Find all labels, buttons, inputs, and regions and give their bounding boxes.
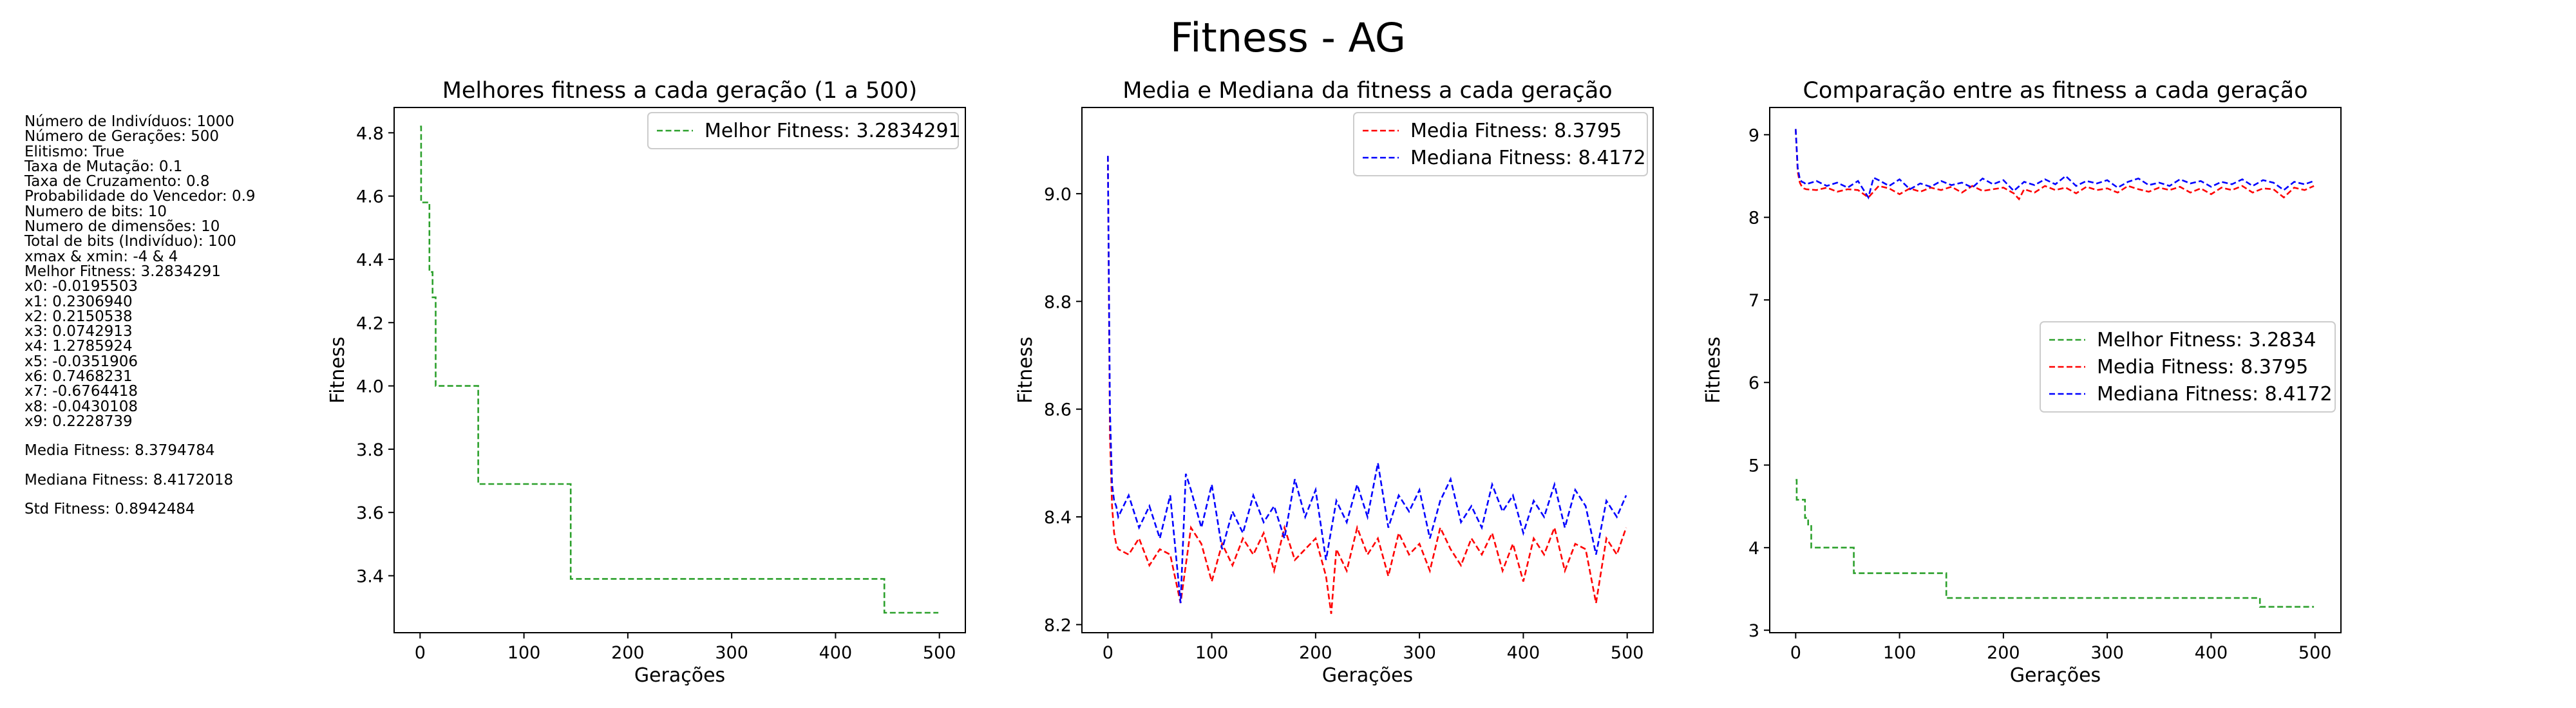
legend-frame [647,112,959,149]
x-tick-label: 500 [2298,643,2332,663]
x-tick-label: 0 [1103,643,1113,663]
legend-entry-melhor: Melhor Fitness: 3.2834291 [705,120,961,142]
chart-title: Media e Mediana da fitness a cada geraçã… [1122,78,1612,104]
x-tick-label: 200 [1299,643,1332,663]
y-axis-label: Fitness [1702,337,1725,404]
y-axis-label: Fitness [1014,337,1037,404]
legend: Melhor Fitness: 3.2834 Media Fitness: 8.3… [2040,321,2336,413]
y-tick-label: 5 [1748,456,1759,476]
info-param-line: Número de Gerações: 500 [24,128,220,145]
y-tick-label: 3 [1748,621,1759,641]
info-stat-line: Mediana Fitness: 8.4172018 [24,471,234,489]
x-tick-label: 100 [507,643,541,663]
chart-title: Comparação entre as fitness a cada geraç… [1803,78,2307,104]
info-param-line: Numero de bits: 10 [24,203,167,220]
y-tick-label: 4 [1748,539,1759,559]
y-tick-label: 4.0 [356,377,384,397]
x-tick-label: 400 [2195,643,2228,663]
series-line-melhor [1795,479,2315,608]
info-param-line: x9: 0.2228739 [24,413,133,430]
x-tick-label: 200 [611,643,645,663]
x-tick-label: 300 [1403,643,1436,663]
x-tick-label: 500 [1611,643,1644,663]
chart-1: Melhores fitness a cada geração (1 a 500… [327,78,966,687]
info-param-line: x7: -0.6764418 [24,383,138,400]
info-stat-line: Media Fitness: 8.3794784 [24,442,215,460]
legend: Media Fitness: 8.3795 Mediana Fitness: 8.… [1353,112,1648,176]
y-tick-label: 9.0 [1044,185,1072,205]
y-axis-label: Fitness [327,337,349,404]
x-tick-label: 0 [1790,643,1801,663]
plot-frame [1081,107,1654,633]
series-line-mediana [1795,129,2315,200]
info-param-line: x5: -0.0351906 [24,353,138,370]
info-param-line: Numero de dimensões: 10 [24,218,220,236]
y-tick-label: 6 [1748,373,1759,393]
info-param-line: x4: 1.2785924 [24,338,133,355]
y-tick-label: 9 [1748,126,1759,145]
info-param-line: x1: 0.2306940 [24,293,133,310]
x-tick-label: 400 [1507,643,1540,663]
legend-frame [1353,112,1648,176]
y-tick-label: 4.4 [356,250,384,270]
chart-2: Media e Mediana da fitness a cada geraçã… [1014,78,1654,687]
legend-frame [2040,321,2336,413]
y-tick-label: 7 [1748,291,1759,311]
info-param-line: Melhor Fitness: 3.2834291 [24,263,221,280]
x-tick-label: 100 [1883,643,1917,663]
y-tick-label: 8.8 [1044,292,1072,312]
info-param-line: Probabilidade do Vencedor: 0.9 [24,188,256,205]
info-panel: Número de Indivíduos: 1000 Número de Gera… [24,113,256,531]
series-line-media [1107,156,1627,614]
y-tick-label: 4.2 [356,313,384,333]
info-stat-line: Std Fitness: 0.8942484 [24,500,195,517]
y-tick-label: 8.4 [1044,508,1072,528]
info-param-line: Elitismo: True [24,143,125,160]
figure-title: Fitness - AG [1170,14,1406,61]
y-tick-label: 8.6 [1044,400,1072,420]
info-param-line: Taxa de Cruzamento: 0.8 [24,173,210,191]
y-tick-label: 4.8 [356,124,384,144]
legend-entry-media: Media Fitness: 8.3795 [1410,120,1622,142]
x-tick-label: 300 [2090,643,2124,663]
info-param-line: xmax & xmin: -4 & 4 [24,248,178,265]
x-axis-label: Gerações [2010,664,2101,687]
legend-entry-media: Media Fitness: 8.3795 [2097,356,2308,378]
info-param-line: x6: 0.7468231 [24,368,133,386]
x-tick-label: 0 [415,643,426,663]
y-tick-label: 8 [1748,209,1759,228]
info-param-line: x2: 0.2150538 [24,308,133,325]
series-line-media [1795,129,2315,201]
legend-entry-mediana: Mediana Fitness: 8.4172 [2097,383,2333,405]
info-param-line: x0: -0.0195503 [24,278,138,295]
x-tick-label: 400 [819,643,853,663]
y-tick-label: 3.8 [356,440,384,460]
y-tick-label: 3.4 [356,567,384,587]
chart-title: Melhores fitness a cada geração (1 a 500… [442,78,918,104]
legend-entry-mediana: Mediana Fitness: 8.4172 [1410,147,1646,169]
x-tick-label: 500 [923,643,956,663]
series-line-melhor [420,126,939,614]
legend: Melhor Fitness: 3.2834291 [647,112,961,149]
y-tick-label: 8.2 [1044,615,1072,635]
x-tick-label: 300 [715,643,748,663]
y-tick-label: 3.6 [356,503,384,523]
x-tick-label: 100 [1195,643,1229,663]
info-param-line: Total de bits (Indivíduo): 100 [24,233,236,250]
info-param-line: Número de Indivíduos: 1000 [24,113,234,130]
x-tick-label: 200 [1987,643,2020,663]
x-axis-label: Gerações [634,664,725,687]
info-param-line: Taxa de Mutação: 0.1 [24,158,183,175]
info-param-line: x8: -0.0430108 [24,398,138,415]
y-tick-label: 4.6 [356,187,384,207]
legend-entry-melhor: Melhor Fitness: 3.2834 [2097,329,2316,351]
plot-frame [393,107,966,633]
chart-3: Comparação entre as fitness a cada geraç… [1702,78,2342,687]
series-line-mediana [1107,156,1627,604]
info-param-line: x3: 0.0742913 [24,323,133,340]
plot-frame [1769,107,2342,633]
x-axis-label: Gerações [1322,664,1413,687]
